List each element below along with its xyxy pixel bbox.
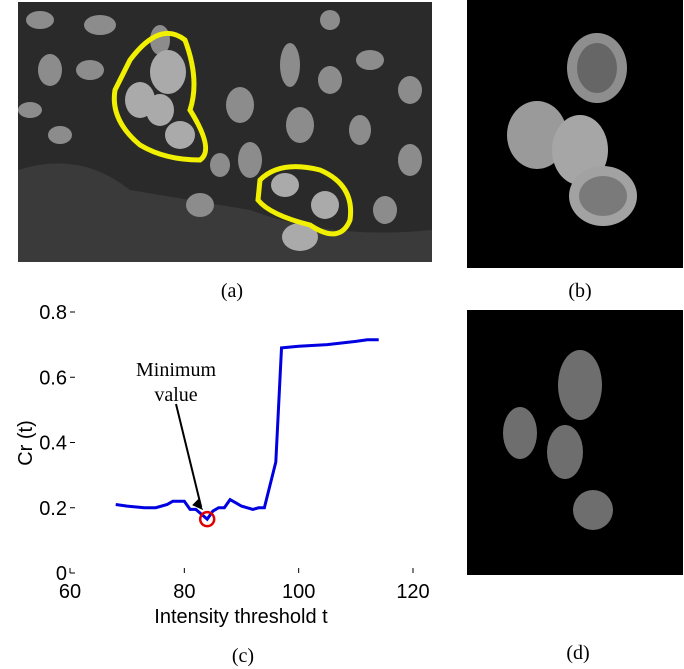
annotation: value <box>154 384 197 406</box>
caption: (b) <box>568 280 591 302</box>
caption: (c) <box>232 645 254 667</box>
y-tick-label: 0.4 <box>39 433 67 455</box>
data-line <box>115 338 379 522</box>
image-a <box>18 2 432 262</box>
y-tick-label: 0.8 <box>39 302 67 324</box>
x-tick-label: 80 <box>173 581 195 603</box>
annotation-arrowhead <box>192 499 204 511</box>
caption: (d) <box>566 642 589 664</box>
y-axis-label: Cr (t) <box>15 420 37 466</box>
y-tick-label: 0.6 <box>39 367 67 389</box>
image-b <box>467 0 683 268</box>
y-tick-label: 0 <box>56 563 67 585</box>
caption: (a) <box>221 280 243 302</box>
annotation-arrow <box>175 403 203 508</box>
image-d <box>467 310 683 575</box>
y-tick-label: 0.2 <box>39 498 67 520</box>
x-tick-label: 120 <box>396 581 429 603</box>
annotation: Minimum <box>136 359 216 381</box>
x-tick-label: 60 <box>59 581 81 603</box>
x-axis-label: Intensity threshold t <box>154 606 328 628</box>
x-tick-label: 100 <box>282 581 315 603</box>
minimum-marker <box>198 510 216 528</box>
